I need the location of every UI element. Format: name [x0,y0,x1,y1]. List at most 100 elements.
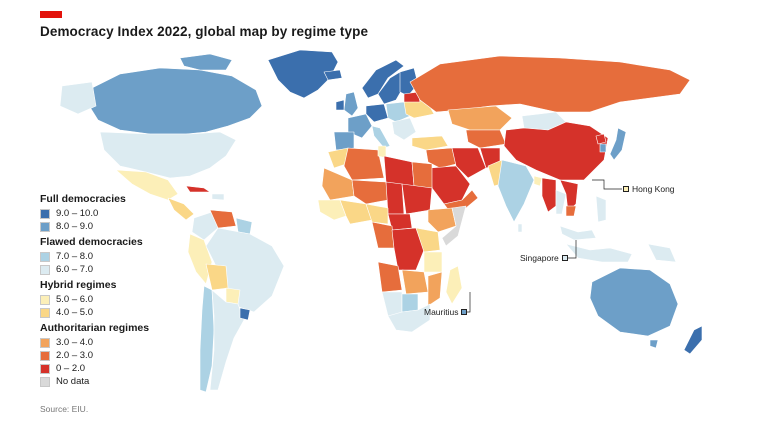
region-kazakhstan [447,105,513,131]
mauritius-label: Mauritius [424,307,459,317]
region-paraguay [225,287,241,305]
hong-kong-leader [592,179,622,190]
region-iran [451,147,487,179]
region-botswana [401,293,419,313]
region-india [497,159,535,223]
region-tasmania [649,339,659,349]
region-alaska [59,81,97,115]
region-namibia [381,291,403,317]
region-venezuela [209,209,237,229]
region-chad [385,181,405,215]
region-iceland [323,69,343,81]
legend-label: 9.0 – 10.0 [56,208,99,219]
region-mozambique [427,271,443,307]
region-turkey [411,135,449,151]
region-norway [361,59,405,99]
region-bolivia [205,263,229,291]
region-mali-niger [351,179,389,205]
legend-swatch [40,221,50,232]
region-hispaniola [211,193,225,201]
region-greenland [267,49,339,99]
mauritius-callout: Mauritius [424,307,468,317]
legend-swatch [40,294,50,305]
legend-label: No data [56,376,90,387]
legend-group-title: Authoritarian regimes [40,322,150,334]
legend-item: 9.0 – 10.0 [40,207,190,220]
hong-kong-callout: Hong Kong [623,184,675,194]
legend-swatch [40,337,50,348]
region-central-asia-south [465,129,507,149]
region-brazil [205,227,285,313]
legend-item: 7.0 – 8.0 [40,250,190,263]
region-cambodia [565,205,577,217]
legend-item: 5.0 – 6.0 [40,293,190,306]
singapore-callout: Singapore [520,253,568,263]
legend-group-title: Full democracies [40,193,126,205]
legend-item: 6.0 – 7.0 [40,263,190,276]
region-uk [343,91,359,117]
region-libya [383,155,415,187]
legend-label: 0 – 2.0 [56,363,86,374]
region-gulf-of-guinea [339,199,373,225]
region-west-coast [317,199,347,221]
region-canada [87,67,263,135]
legend-item: 3.0 – 4.0 [40,336,190,349]
brand-bar [40,11,62,18]
legend: Full democracies 9.0 – 10.0 8.0 – 9.0 Flawe… [40,190,190,388]
region-south-africa [387,303,431,333]
region-uruguay [239,307,251,321]
region-australia [589,267,679,337]
region-japan [609,127,627,161]
legend-swatch [40,208,50,219]
region-nigeria [365,203,389,225]
legend-label: 4.0 – 5.0 [56,307,93,318]
region-sri-lanka [517,223,523,233]
legend-label: 2.0 – 3.0 [56,350,93,361]
hong-kong-swatch [623,186,629,192]
region-new-zealand [683,325,703,355]
region-angola [377,261,403,293]
region-ecuador-peru [187,233,213,285]
source-note: Source: EIU. [40,404,89,414]
region-canada-islands [179,53,233,71]
legend-item: 8.0 – 9.0 [40,220,190,233]
region-usa [99,131,237,179]
region-balkans [391,117,417,141]
region-benelux-germany [365,103,389,123]
legend-item: 2.0 – 3.0 [40,349,190,362]
legend-group-title: Flawed democracies [40,236,143,248]
region-china [503,121,609,181]
region-somalia [441,205,467,247]
region-ethiopia [427,207,457,233]
region-russia [409,55,691,113]
region-cuba [185,185,211,193]
legend-label: 7.0 – 8.0 [56,251,93,262]
singapore-label: Singapore [520,253,559,263]
region-sudan [401,183,433,215]
region-chile [199,285,215,393]
legend-group-title: Hybrid regimes [40,279,117,291]
region-argentina [209,289,245,391]
region-belarus [403,91,421,103]
region-philippines [595,195,607,223]
region-finland [399,67,419,97]
region-bangladesh [533,175,543,187]
region-papua-new-guinea [647,243,677,263]
region-algeria [343,147,385,181]
region-egypt [411,161,433,189]
region-indonesia [565,243,633,263]
legend-item: No data [40,375,190,388]
region-mexico [115,169,179,201]
region-west-sahel [321,167,355,201]
singapore-leader [564,240,577,259]
region-colombia [191,211,219,241]
region-myanmar [541,177,557,213]
legend-label: 6.0 – 7.0 [56,264,93,275]
region-zambia-zimbabwe [401,269,429,295]
legend-item: 4.0 – 5.0 [40,306,190,319]
hong-kong-label: Hong Kong [632,184,675,194]
region-iberia [333,131,355,151]
region-central-america [167,197,195,221]
region-malaysia [559,225,597,241]
